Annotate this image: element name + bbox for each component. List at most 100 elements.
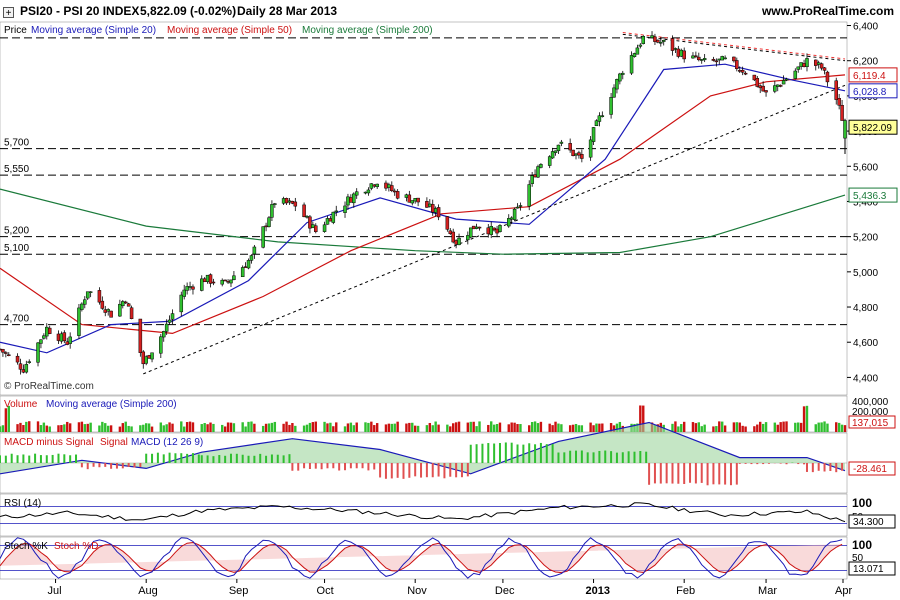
- volume-bar: [229, 422, 233, 432]
- candle-body: [147, 355, 151, 359]
- macd-hist-bar: [481, 443, 484, 463]
- volume-bar: [595, 423, 598, 432]
- volume-bar: [554, 421, 557, 432]
- macd-hist-bar: [110, 463, 113, 469]
- candle-body: [530, 175, 534, 184]
- value-tag-label: 5,436.3: [853, 191, 887, 202]
- macd-hist-bar: [750, 463, 753, 465]
- x-tick-label: Aug: [138, 585, 158, 597]
- volume-bar: [413, 425, 417, 432]
- volume-bar: [794, 422, 797, 432]
- volume-bar: [799, 422, 803, 432]
- candle-body: [816, 62, 821, 65]
- volume-bar: [469, 421, 472, 432]
- volume-bar: [101, 421, 104, 432]
- price-tick-label: 4,400: [853, 373, 878, 384]
- expand-icon[interactable]: +: [3, 5, 14, 19]
- macd-hist-bar: [823, 463, 826, 472]
- macd-hist-bar: [10, 453, 13, 463]
- candle-body: [290, 200, 295, 204]
- macd-value-tag: [848, 461, 896, 476]
- macd-hist-bar: [659, 463, 662, 484]
- candle-body: [188, 286, 192, 288]
- stoch-tick-100: 100: [852, 538, 872, 552]
- macd-hist-bar: [51, 454, 54, 463]
- macd-hist-bar: [449, 463, 452, 477]
- candle-body: [284, 198, 289, 204]
- macd-hist-bar: [127, 463, 130, 467]
- candle-body: [758, 85, 762, 89]
- volume-bar: [165, 424, 168, 432]
- candle-body: [47, 327, 52, 334]
- volume-bar: [580, 425, 584, 432]
- volume-bar: [209, 422, 212, 432]
- macd-hist-bar: [835, 463, 838, 473]
- macd-hist-bar: [212, 456, 215, 463]
- level-label: 5,100: [4, 243, 29, 254]
- price-tick-label: 5,400: [853, 197, 878, 208]
- macd-hist-bar: [706, 463, 709, 486]
- candle-body: [126, 303, 131, 307]
- volume-bar: [817, 422, 820, 432]
- candle-body: [191, 286, 195, 290]
- volume-bar: [212, 423, 215, 432]
- volume-bar: [98, 425, 101, 432]
- candle-body: [346, 196, 350, 206]
- macd-hist-bar: [431, 463, 434, 478]
- volume-bar: [612, 425, 616, 432]
- candle-body: [445, 216, 450, 230]
- volume-bar: [66, 421, 69, 432]
- candle-body: [580, 154, 584, 159]
- volume-bar: [16, 424, 19, 432]
- level-label: 5,550: [4, 164, 29, 175]
- volume-bar: [294, 425, 297, 432]
- volume-bar: [551, 425, 554, 432]
- value-tag-label: 6,119.4: [853, 71, 886, 82]
- volume-bar: [118, 426, 122, 432]
- volume-bar: [753, 426, 756, 432]
- macd-hist-bar: [145, 453, 148, 463]
- candle-body: [103, 309, 108, 313]
- candle-body: [404, 194, 409, 198]
- candle-body: [331, 211, 336, 223]
- candle-body: [18, 363, 23, 370]
- level-label: 5,700: [4, 138, 29, 149]
- candle-body: [495, 228, 499, 234]
- candle-body: [822, 67, 827, 71]
- macd-hist-bar: [841, 463, 844, 471]
- stoch-k-line: [0, 537, 843, 579]
- macd-hist-bar: [610, 451, 613, 463]
- candle-body: [466, 235, 470, 241]
- volume-bar: [814, 424, 817, 432]
- volume-bar: [823, 421, 826, 432]
- volume-bar: [104, 423, 107, 432]
- candle-body: [27, 361, 31, 363]
- volume-bar: [86, 423, 89, 432]
- volume-bar: [776, 424, 779, 432]
- volume-bar: [495, 424, 499, 432]
- volume-bar: [264, 423, 268, 432]
- candle-body: [314, 225, 318, 232]
- volume-bar: [411, 422, 414, 432]
- price-tick-label: 6,200: [853, 57, 878, 68]
- candle-body: [556, 144, 561, 152]
- stoch-panel: Stoch %K Stoch %D 100 50 13.071: [0, 536, 896, 580]
- macd-hist-bar: [756, 463, 759, 465]
- candle-body: [354, 191, 359, 196]
- volume-bar: [671, 423, 674, 432]
- macd-hist-bar: [191, 453, 194, 463]
- volume-bar: [63, 424, 66, 432]
- value-tag-label: 6,028.8: [853, 87, 887, 98]
- volume-bar: [691, 422, 695, 432]
- candle-body: [118, 303, 122, 317]
- volume-bar: [244, 426, 247, 432]
- candle-body: [97, 290, 102, 303]
- candle-body: [220, 279, 224, 285]
- volume-bar: [384, 424, 388, 432]
- candle-body: [24, 364, 29, 373]
- volume-bar: [835, 422, 838, 432]
- candle-body: [618, 73, 622, 82]
- candle-body: [390, 185, 394, 191]
- volume-bar: [425, 425, 429, 432]
- candle-body: [179, 294, 184, 313]
